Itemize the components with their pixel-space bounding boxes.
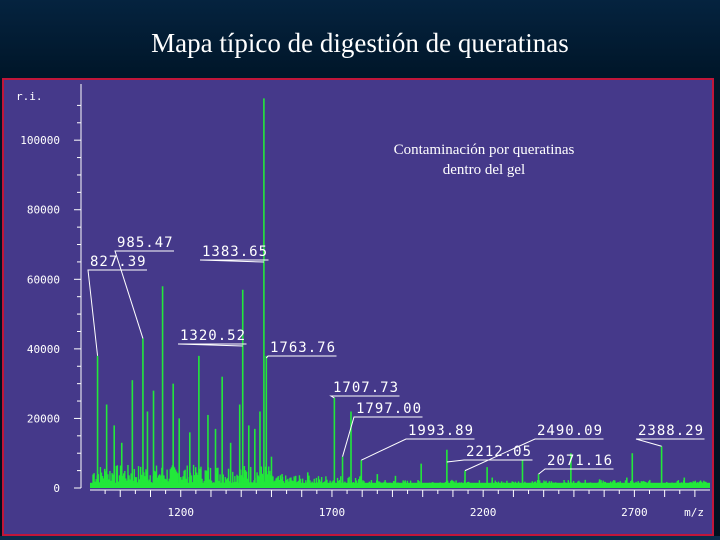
peak-annotation-label: 1763.76	[270, 340, 336, 356]
y-tick-label: 0	[53, 482, 60, 495]
peak-annotation-leader	[265, 355, 337, 359]
peak-annotation-leader	[446, 459, 533, 463]
y-tick-label: 20000	[27, 412, 60, 425]
peak-annotation-label: 1797.00	[356, 401, 422, 417]
peak-annotation-label: 1320.52	[180, 328, 246, 344]
y-tick-label: 80000	[27, 204, 60, 217]
peak-annotation-leader	[199, 259, 269, 263]
mass-spectrum-chart: 0 20000 40000 60000 80000 100000 r.i. 1200 1700 2…	[16, 84, 710, 519]
peak-annotation-label: 2212.05	[466, 444, 532, 460]
peak-annotation-label: 1993.89	[408, 423, 474, 439]
peak-annotation-leader	[342, 416, 423, 457]
contamination-note: Contaminación por queratinas dentro del …	[304, 140, 664, 180]
peak-annotation-leader	[538, 468, 614, 475]
peak-annotation-label: 985.47	[117, 235, 174, 251]
baseline-band	[90, 482, 710, 488]
y-tick-label: 60000	[27, 273, 60, 286]
peak-annotation-label: 827.39	[90, 254, 147, 270]
peak-annotation-label: 2071.16	[547, 453, 613, 469]
y-tick-label: 100000	[20, 134, 60, 147]
peak-annotation-label: 1707.73	[333, 380, 399, 396]
peak-annotation-label: 2490.09	[537, 423, 603, 439]
peak-annotation-leader	[177, 343, 247, 347]
peak-annotation-leader	[635, 438, 705, 447]
x-axis-label: m/z	[684, 506, 704, 519]
peak-annotation-label: 2388.29	[638, 423, 704, 439]
x-tick-label: 2700	[621, 506, 648, 519]
x-tick-label: 2200	[470, 506, 497, 519]
peak-annotation-leader	[114, 250, 174, 339]
peak-annotation-leader	[361, 438, 475, 461]
peak-annotation-leader	[464, 438, 604, 472]
x-tick-label: 1200	[167, 506, 194, 519]
spectrum-panel: 0 20000 40000 60000 80000 100000 r.i. 1200 1700 2…	[2, 78, 714, 536]
y-tick-label: 40000	[27, 343, 60, 356]
peak-annotation-label: 1383.65	[202, 244, 268, 260]
y-axis-label: r.i.	[16, 90, 43, 103]
footer-strip	[0, 536, 720, 540]
x-tick-label: 1700	[319, 506, 346, 519]
peak-annotation-leader	[329, 395, 400, 399]
contamination-note-line2: dentro del gel	[442, 162, 526, 178]
contamination-note-line1: Contaminación por queratinas	[393, 142, 575, 158]
slide-title: Mapa típico de digestión de queratinas	[151, 28, 569, 58]
peak-annotation-leader	[87, 269, 147, 356]
